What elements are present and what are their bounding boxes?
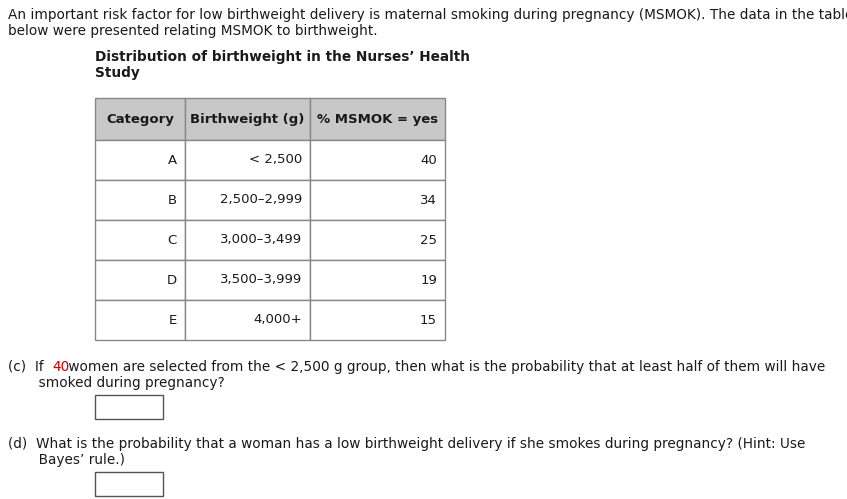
Text: 15: 15 — [420, 313, 437, 326]
Text: Study: Study — [95, 66, 140, 80]
Text: women are selected from the < 2,500 g group, then what is the probability that a: women are selected from the < 2,500 g gr… — [64, 360, 825, 374]
Text: 25: 25 — [420, 234, 437, 247]
Bar — [310, 220, 445, 260]
Bar — [185, 220, 310, 260]
Bar — [95, 140, 185, 180]
Bar — [310, 300, 445, 340]
Text: (c)  If: (c) If — [8, 360, 48, 374]
Bar — [310, 98, 445, 140]
Bar — [185, 140, 310, 180]
Text: C: C — [168, 234, 177, 247]
Text: % MSMOK = yes: % MSMOK = yes — [317, 112, 438, 126]
Bar — [95, 300, 185, 340]
Text: Distribution of birthweight in the Nurses’ Health: Distribution of birthweight in the Nurse… — [95, 50, 470, 64]
Text: 40: 40 — [53, 360, 69, 374]
Text: An important risk factor for low birthweight delivery is maternal smoking during: An important risk factor for low birthwe… — [8, 8, 847, 22]
Bar — [185, 180, 310, 220]
Text: below were presented relating MSMOK to birthweight.: below were presented relating MSMOK to b… — [8, 24, 378, 38]
Bar — [95, 472, 163, 496]
Bar — [310, 140, 445, 180]
Bar — [310, 180, 445, 220]
Text: Category: Category — [106, 112, 174, 126]
Text: 2,500–2,999: 2,500–2,999 — [219, 194, 302, 207]
Bar — [310, 260, 445, 300]
Bar — [185, 260, 310, 300]
Text: 40: 40 — [420, 154, 437, 167]
Text: B: B — [168, 194, 177, 207]
Text: smoked during pregnancy?: smoked during pregnancy? — [8, 376, 224, 390]
Text: 3,000–3,499: 3,000–3,499 — [220, 234, 302, 247]
Text: 19: 19 — [420, 273, 437, 286]
Text: 3,500–3,999: 3,500–3,999 — [219, 273, 302, 286]
Text: 4,000+: 4,000+ — [253, 313, 302, 326]
Bar — [185, 300, 310, 340]
Bar — [95, 180, 185, 220]
Text: (d)  What is the probability that a woman has a low birthweight delivery if she : (d) What is the probability that a woman… — [8, 437, 805, 451]
Text: 34: 34 — [420, 194, 437, 207]
Text: A: A — [168, 154, 177, 167]
Text: E: E — [169, 313, 177, 326]
Bar — [95, 395, 163, 419]
Bar — [185, 98, 310, 140]
Text: D: D — [167, 273, 177, 286]
Text: Bayes’ rule.): Bayes’ rule.) — [8, 453, 125, 467]
Text: < 2,500: < 2,500 — [249, 154, 302, 167]
Bar — [95, 98, 185, 140]
Bar — [95, 220, 185, 260]
Bar — [95, 260, 185, 300]
Text: Birthweight (g): Birthweight (g) — [191, 112, 305, 126]
